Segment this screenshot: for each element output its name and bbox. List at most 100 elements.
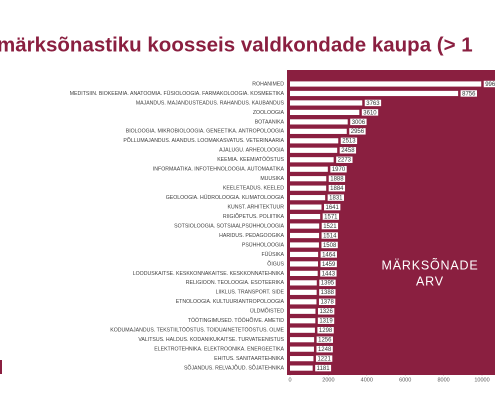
category-label: KEELETEADUS. KEELED <box>223 186 284 192</box>
category-label: HARIDUS. PEDAGOOGIKA <box>219 233 284 239</box>
value-label-bg <box>316 336 333 343</box>
bar <box>290 280 317 286</box>
bar <box>290 204 322 210</box>
value-label-bg <box>317 327 334 334</box>
bar <box>290 318 316 324</box>
value-label: 8756 <box>462 91 476 97</box>
value-label: 1181 <box>317 366 331 372</box>
category-label: SOTSIOLOOGIA. SOTSIAALPSÜHHOLOOGIA <box>174 222 284 229</box>
bar <box>290 157 334 163</box>
x-tick-label: 10000 <box>474 377 489 383</box>
bar <box>290 100 363 106</box>
bar <box>290 299 317 305</box>
bar <box>290 90 459 97</box>
bar <box>290 289 317 295</box>
bar <box>290 81 482 87</box>
category-label: ELEKTROTEHNIKA. ELEKTROONIKA. ENERGEETIK… <box>154 347 284 353</box>
value-label-bg <box>328 184 346 192</box>
bar <box>290 128 347 134</box>
value-label: 2513 <box>342 139 356 145</box>
category-label: KEEMIA. KEEMIATÖÖSTUS <box>217 156 284 163</box>
category-label: INFORMAATIKA. INFOTEHNOLOOGIA. AUTOMAATI… <box>153 167 285 173</box>
value-label: 3610 <box>363 110 377 116</box>
category-label: LOODUSKAITSE. KESKKONNAKAITSE. KESKKONNA… <box>133 271 285 277</box>
value-label: 1970 <box>332 167 346 173</box>
value-label: 1888 <box>330 177 344 183</box>
value-label: 1831 <box>329 196 343 202</box>
category-label: ÕIGUS <box>267 260 284 267</box>
value-label-bg <box>315 364 332 372</box>
bar <box>290 308 316 314</box>
value-label: 1319 <box>319 319 333 325</box>
category-label: EHITUS. SANITAARTEHNIKA <box>214 356 284 362</box>
value-label: 1378 <box>320 300 334 306</box>
value-label-bg <box>336 156 353 163</box>
value-label: 1221 <box>317 357 331 363</box>
category-label: PÕLLUMAJANDUS. AIANDUS. LOOMAKASVATUS. V… <box>123 137 284 144</box>
value-label-bg <box>364 99 382 107</box>
category-label: ROHANIMED <box>252 81 284 87</box>
x-tick-label: 2000 <box>322 377 334 383</box>
bar <box>290 337 315 343</box>
category-label: AJALUGU. ARHEOLOOGIA <box>219 148 284 154</box>
value-label-bg <box>350 118 367 126</box>
bar <box>290 147 338 153</box>
bar <box>290 119 348 125</box>
value-label: 1388 <box>321 290 335 296</box>
value-label: 1571 <box>324 214 338 220</box>
value-label: 1256 <box>318 338 332 344</box>
value-label-bg <box>317 317 335 324</box>
bar <box>290 232 320 239</box>
bar <box>290 327 315 333</box>
category-label: VALITSUS. HALDUS. KODANIKUKAITSE. TURVAT… <box>138 337 284 343</box>
value-label: 1641 <box>326 205 340 211</box>
bar <box>290 251 319 258</box>
value-label: 2956 <box>351 129 365 135</box>
value-label: 1514 <box>323 233 337 239</box>
value-label: 1443 <box>322 271 336 277</box>
value-label-bg <box>349 128 366 135</box>
value-label-bg <box>315 355 333 362</box>
value-label-bg <box>320 270 337 277</box>
category-label: SÕJANDUS. RELVAJÕUD. SÕJATEHNIKA <box>184 364 285 371</box>
value-label-bg <box>330 166 347 173</box>
category-label: TÖÖTINGIMUSED. TÖÖHÕIVE. AMETID <box>188 317 284 324</box>
category-label: PSÜHHOLOOGIA <box>242 241 285 248</box>
bar <box>290 356 314 362</box>
value-label: 1508 <box>323 243 337 249</box>
value-label-bg <box>340 137 358 145</box>
category-label: RIIGIÕPETUS. POLIITIKA <box>223 213 285 220</box>
bar <box>290 242 319 248</box>
category-label: KODUMAJANDUS. TEKSTIILTÖÖSTUS. TOIDUAINE… <box>110 327 284 334</box>
bar <box>290 166 328 172</box>
value-label: 1521 <box>323 224 337 230</box>
value-label-bg <box>317 308 335 315</box>
bar <box>290 346 314 352</box>
value-label: 2273 <box>338 158 352 164</box>
x-tick-label: 4000 <box>361 377 373 383</box>
value-label: 1459 <box>322 262 336 268</box>
value-label-bg <box>328 175 346 182</box>
value-label: 1298 <box>319 328 333 334</box>
value-label-bg <box>322 213 340 220</box>
bar <box>290 195 326 201</box>
series-label: MÄRKSÕNADE <box>382 257 479 272</box>
bar <box>290 213 321 220</box>
value-label-bg <box>316 345 333 353</box>
value-label: 1395 <box>321 281 335 287</box>
category-label: ZOOLOOGIA <box>253 110 285 116</box>
value-label: 1464 <box>322 252 336 258</box>
value-label: 1326 <box>319 309 333 315</box>
value-label-bg <box>321 241 338 249</box>
value-label-bg <box>460 90 477 97</box>
category-label: FÜÜSIKA <box>262 251 285 258</box>
category-label: ETNOLOOGIA. KULTUURIANTROPOLOOGIA <box>176 299 285 305</box>
value-label-bg <box>483 80 495 88</box>
value-label-bg <box>318 298 336 306</box>
x-tick-label: 8000 <box>437 377 449 383</box>
bar <box>290 365 313 371</box>
value-label-bg <box>321 232 338 239</box>
value-label-bg <box>319 279 336 287</box>
bar <box>290 185 327 191</box>
